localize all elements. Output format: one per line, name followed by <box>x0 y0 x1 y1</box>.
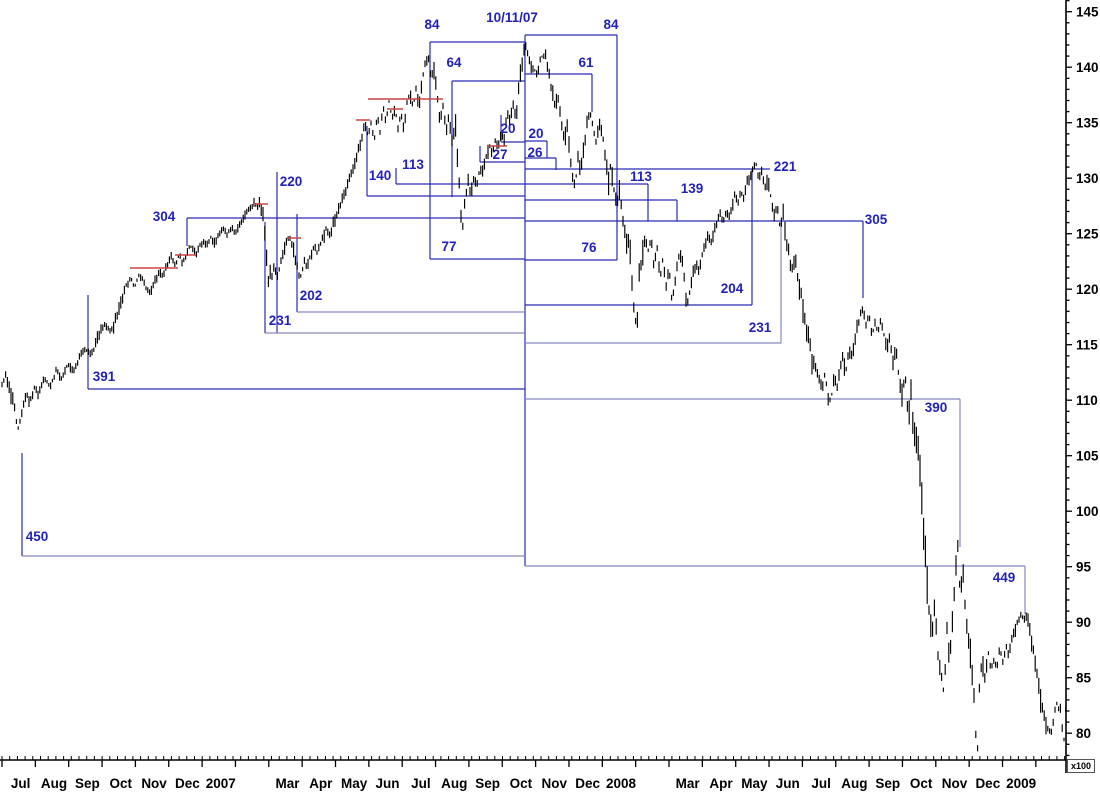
cycle-count-label: 204 <box>721 281 744 296</box>
cycle-count-label: 84 <box>603 17 619 32</box>
x-month-label: Aug <box>841 776 867 791</box>
cycle-count-label: 231 <box>749 320 772 335</box>
y-tick-label: 130 <box>1076 171 1099 186</box>
y-tick-label: 90 <box>1076 615 1091 630</box>
x-month-label: Apr <box>709 776 733 791</box>
y-tick-label: 105 <box>1076 449 1099 464</box>
annotation-labels: 10/11/07 84 84 64 61 20 20 27 26 113 140 220 304 391 4… <box>26 10 1016 585</box>
x-month-label: Jun <box>376 776 400 791</box>
x-month-label: Dec <box>175 776 200 791</box>
cycle-count-label: 202 <box>300 288 323 303</box>
y-tick-label: 125 <box>1076 227 1099 242</box>
x-month-label: Sep <box>75 776 100 791</box>
cycle-count-label: 113 <box>630 169 652 184</box>
cycle-count-label: 304 <box>153 209 176 224</box>
cycle-count-label: 139 <box>681 181 704 196</box>
x-month-label: Nov <box>542 776 568 791</box>
cycle-count-label: 231 <box>269 313 292 328</box>
cycle-count-label: 26 <box>527 145 543 160</box>
y-tick-label: 115 <box>1076 338 1098 353</box>
x-month-label: 2007 <box>206 776 236 791</box>
axes <box>0 0 1067 773</box>
cycle-count-label: 305 <box>865 212 888 227</box>
x-axis: Jul Aug Sep Oct Nov Dec 2007 Mar Apr May Jun Jul Aug… <box>1 756 1066 791</box>
cycle-count-label: 27 <box>492 147 507 162</box>
x-month-label: Oct <box>109 776 132 791</box>
x-month-label: Aug <box>441 776 467 791</box>
cycle-count-label: 391 <box>93 369 116 384</box>
y-axis: 145 140 135 130 125 120 115 110 105 100 95 90 85 80 <box>1066 0 1099 757</box>
cycle-count-label: 140 <box>369 168 392 183</box>
x-month-label: Jul <box>11 776 31 791</box>
cycle-count-label: 76 <box>581 240 597 255</box>
x-month-label: Oct <box>910 776 933 791</box>
x-month-label: Nov <box>942 776 968 791</box>
cycle-count-label: 77 <box>441 239 456 254</box>
x-month-label: Jul <box>811 776 831 791</box>
x-month-label: Aug <box>41 776 67 791</box>
cycle-count-label: 221 <box>774 159 797 174</box>
y-tick-label: 120 <box>1076 282 1099 297</box>
cycle-count-label: 61 <box>578 55 594 70</box>
cycle-count-label: 84 <box>424 17 440 32</box>
y-tick-label: 145 <box>1076 5 1099 20</box>
y-tick-label: 100 <box>1076 504 1099 519</box>
x-month-label: Mar <box>275 776 300 791</box>
x-month-label: 2009 <box>1006 776 1036 791</box>
cycle-count-label: 390 <box>925 400 948 415</box>
x-month-label: Sep <box>875 776 900 791</box>
y-tick-label: 140 <box>1076 60 1099 75</box>
cycle-count-label: 20 <box>528 126 543 141</box>
x-month-label: Dec <box>575 776 600 791</box>
x-month-label: Oct <box>510 776 533 791</box>
x-month-label: May <box>341 776 368 791</box>
y-tick-label: 110 <box>1076 393 1098 408</box>
cycle-count-label: 64 <box>446 55 462 70</box>
cycle-count-label: 450 <box>26 529 49 544</box>
x-month-label: Jul <box>411 776 431 791</box>
red-markers <box>130 98 507 269</box>
scale-badge: x100 <box>1067 759 1096 773</box>
cycle-count-label: 113 <box>402 157 424 172</box>
price-bars <box>1 42 1067 752</box>
price-series <box>1 42 1067 752</box>
cycle-count-label: 20 <box>500 121 515 136</box>
y-tick-label: 135 <box>1076 116 1099 131</box>
x-month-label: May <box>741 776 768 791</box>
y-tick-label: 80 <box>1076 726 1091 741</box>
x-month-label: 2008 <box>606 776 637 791</box>
x-month-label: Mar <box>676 776 701 791</box>
y-tick-label: 85 <box>1076 671 1092 686</box>
x-month-label: Sep <box>475 776 500 791</box>
x-month-label: Apr <box>309 776 333 791</box>
x-month-label: Jun <box>776 776 800 791</box>
pivot-date-label: 10/11/07 <box>486 10 538 25</box>
x-month-label: Dec <box>975 776 1000 791</box>
cycle-count-label: 220 <box>280 174 303 189</box>
x-month-label: Nov <box>141 776 167 791</box>
cycle-count-label: 449 <box>993 570 1016 585</box>
y-tick-label: 95 <box>1076 560 1092 575</box>
